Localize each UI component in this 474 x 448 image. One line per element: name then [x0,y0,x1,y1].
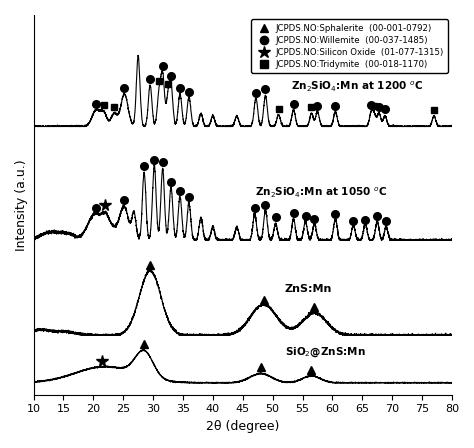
X-axis label: 2θ (degree): 2θ (degree) [206,420,280,433]
Legend: JCPDS.NO:Sphalerite  (00-001-0792), JCPDS.NO:Willemite  (00-037-1485), JCPDS.NO:: JCPDS.NO:Sphalerite (00-001-0792), JCPDS… [251,19,447,73]
Y-axis label: Intensity (a.u.): Intensity (a.u.) [15,159,28,251]
Text: ZnS:Mn: ZnS:Mn [284,284,332,294]
Text: Zn$_2$SiO$_4$:Mn at 1200 $^o$C: Zn$_2$SiO$_4$:Mn at 1200 $^o$C [291,80,423,95]
Text: SiO$_2$@ZnS:Mn: SiO$_2$@ZnS:Mn [284,346,365,359]
Text: Zn$_2$SiO$_4$:Mn at 1050 $^o$C: Zn$_2$SiO$_4$:Mn at 1050 $^o$C [255,186,387,200]
